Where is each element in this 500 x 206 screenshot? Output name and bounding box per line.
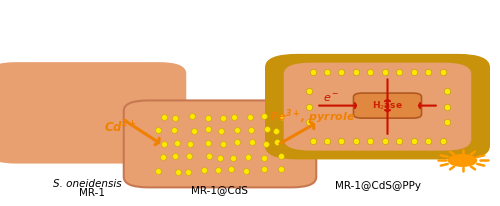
FancyBboxPatch shape <box>354 94 422 119</box>
Text: MR-1@CdS: MR-1@CdS <box>192 185 248 194</box>
Text: S. oneidensis: S. oneidensis <box>53 178 122 188</box>
Text: $\bfit{Cd}^{\bfit{2+}}$: $\bfit{Cd}^{\bfit{2+}}$ <box>104 118 136 135</box>
FancyBboxPatch shape <box>284 63 471 151</box>
Circle shape <box>448 155 476 166</box>
Text: $\bfit{Fe}^{\bfit{3+}}$, pyrrole: $\bfit{Fe}^{\bfit{3+}}$, pyrrole <box>270 107 355 126</box>
FancyBboxPatch shape <box>0 63 186 164</box>
Text: MR-1@CdS@PPy: MR-1@CdS@PPy <box>334 180 420 190</box>
FancyBboxPatch shape <box>124 101 316 187</box>
Text: MR-1: MR-1 <box>78 187 104 197</box>
Text: $\mathit{e}^-$: $\mathit{e}^-$ <box>323 92 340 103</box>
FancyBboxPatch shape <box>265 55 490 160</box>
Text: H$_2$ase: H$_2$ase <box>372 99 403 112</box>
